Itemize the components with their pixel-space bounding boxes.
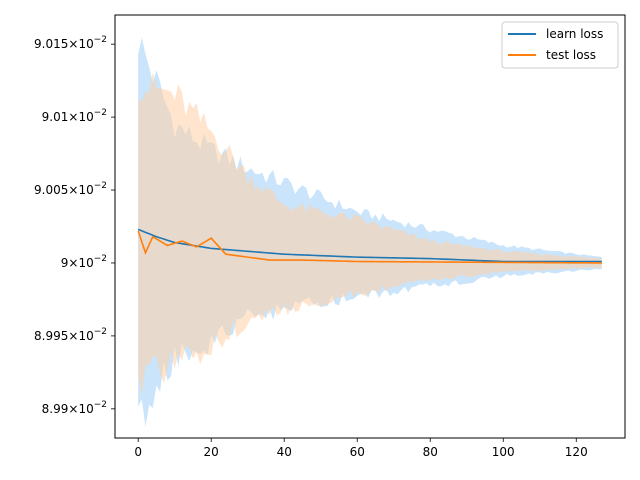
confidence-bands [138, 37, 602, 428]
x-tick-label: 0 [134, 445, 142, 459]
x-axis-ticks: 0 20 40 60 80 100 120 [134, 438, 588, 459]
x-tick-label: 80 [423, 445, 438, 459]
x-tick-label: 40 [277, 445, 292, 459]
y-tick-label: 8.995×10−2 [34, 327, 107, 343]
series-lines [137, 228, 602, 264]
x-tick-label: 120 [565, 445, 588, 459]
x-tick-label: 100 [492, 445, 515, 459]
y-tick-label: 9.005×10−2 [34, 181, 107, 197]
legend: learn loss test loss [501, 21, 619, 69]
y-tick-label: 8.99×10−2 [42, 400, 107, 416]
line-test-loss [137, 230, 602, 264]
x-tick-label: 20 [204, 445, 219, 459]
legend-label: test loss [546, 48, 596, 62]
legend-label: learn loss [546, 27, 603, 41]
band-test-loss [138, 72, 602, 397]
y-tick-label: 9.01×10−2 [42, 108, 107, 124]
line-learn-loss [137, 228, 602, 263]
y-tick-label: 9×10−2 [61, 254, 107, 270]
y-tick-label: 9.015×10−2 [34, 35, 107, 51]
plot-frame [114, 14, 626, 439]
x-tick-label: 60 [350, 445, 365, 459]
y-axis-ticks: 8.99×10−2 8.995×10−2 9×10−2 9.005×10−2 9.01×… [34, 35, 115, 416]
